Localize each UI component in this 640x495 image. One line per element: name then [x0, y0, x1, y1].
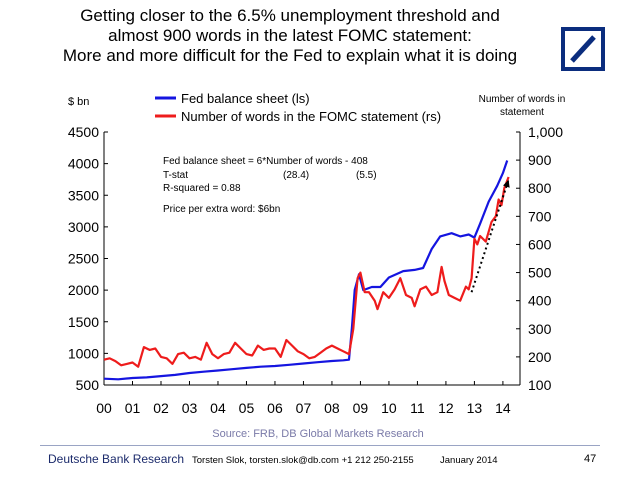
right-axis-tick-label: 300 [528, 321, 552, 337]
left-axis-tick-label: 500 [76, 377, 100, 393]
left-axis-unit-label: $ bn [68, 96, 89, 108]
trend-arrow-head [503, 179, 510, 188]
chart-title: Getting closer to the 6.5% unemployment … [20, 6, 560, 66]
x-axis-tick-label: 00 [96, 400, 112, 416]
chart-annotations: Fed balance sheet = 6*Number of words - … [163, 156, 377, 215]
tstat-label: T-stat [163, 170, 188, 181]
x-axis-tick-label: 03 [182, 400, 198, 416]
footer-organization: Deutsche Bank Research [48, 452, 185, 466]
left-axis-tick-label: 2000 [68, 282, 99, 298]
x-axis-tick-label: 11 [410, 400, 425, 416]
chart-series [103, 160, 510, 381]
right-axis-label-line-1: Number of words in [479, 94, 566, 105]
x-axis-tick-label: 13 [467, 400, 483, 416]
right-axis-tick-label: 700 [528, 208, 552, 224]
right-axis-tick-label: 900 [528, 152, 552, 168]
x-axis-tick-label: 06 [267, 400, 283, 416]
footer-contact: Torsten Slok, torsten.slok@db.com +1 212… [192, 455, 414, 466]
logo-frame-icon [561, 27, 605, 71]
right-axis-tick-label: 800 [528, 180, 552, 196]
x-axis-tick-label: 08 [324, 400, 340, 416]
x-axis-tick-label: 10 [381, 400, 397, 416]
line-chart: 5001000150020002500300035004000450010020… [68, 91, 566, 440]
right-axis-tick-label: 400 [528, 293, 552, 309]
right-axis-tick-label: 100 [528, 377, 552, 393]
right-axis-tick-label: 1,000 [528, 124, 563, 140]
title-line-1: Getting closer to the 6.5% unemployment … [80, 6, 500, 25]
right-axis-tick-label: 500 [528, 265, 552, 281]
x-axis-tick-label: 04 [210, 400, 226, 416]
right-axis-tick-label: 200 [528, 349, 552, 365]
deutsche-bank-logo [561, 27, 605, 71]
legend-label-word-count: Number of words in the FOMC statement (r… [181, 109, 441, 124]
tstat-value-1: (28.4) [283, 170, 309, 181]
x-axis-tick-label: 12 [438, 400, 454, 416]
x-axis-tick-label: 14 [495, 400, 511, 416]
left-axis-tick-label: 3000 [68, 219, 99, 235]
x-axis-tick-label: 01 [125, 400, 141, 416]
footer-divider [40, 445, 600, 446]
title-line-3: More and more difficult for the Fed to e… [62, 46, 518, 65]
legend-label-balance-sheet: Fed balance sheet (ls) [181, 91, 310, 106]
trend-arrow-line [470, 179, 510, 293]
logo-slash-icon [570, 35, 596, 63]
rsquared-annotation: R-squared = 0.88 [163, 183, 241, 194]
title-line-2: almost 900 words in the latest FOMC stat… [108, 26, 472, 45]
balance-sheet-series-line [103, 160, 509, 381]
source-note: Source: FRB, DB Global Markets Research [212, 428, 424, 440]
page-number: 47 [584, 453, 597, 465]
footer-date: January 2014 [440, 455, 498, 466]
left-axis-tick-label: 4500 [68, 124, 99, 140]
left-axis-tick-label: 3500 [68, 187, 99, 203]
left-axis-tick-label: 1500 [68, 314, 99, 330]
x-axis-tick-label: 09 [353, 400, 369, 416]
x-axis-tick-label: 05 [239, 400, 255, 416]
x-axis-tick-label: 02 [153, 400, 169, 416]
left-axis-tick-label: 4000 [68, 156, 99, 172]
tstat-value-2: (5.5) [356, 170, 377, 181]
right-axis-tick-label: 600 [528, 236, 552, 252]
equation-annotation: Fed balance sheet = 6*Number of words - … [163, 156, 368, 167]
x-axis-tick-label: 07 [296, 400, 312, 416]
chart-axes: 5001000150020002500300035004000450010020… [68, 124, 563, 416]
word-count-series-line [103, 176, 510, 368]
chart-legend: Fed balance sheet (ls) Number of words i… [155, 91, 441, 124]
right-axis-label-line-2: statement [500, 107, 544, 118]
left-axis-tick-label: 1000 [68, 345, 99, 361]
price-per-word-annotation: Price per extra word: $6bn [163, 204, 280, 215]
left-axis-tick-label: 2500 [68, 251, 99, 267]
